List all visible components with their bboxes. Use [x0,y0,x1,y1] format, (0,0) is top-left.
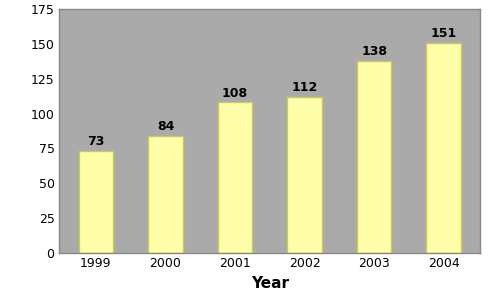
Bar [357,61,392,253]
Text: 138: 138 [361,45,387,58]
Bar [426,43,461,253]
Text: 112: 112 [292,81,318,94]
Bar [79,151,113,253]
Text: 73: 73 [87,135,104,148]
X-axis label: Year: Year [251,276,289,291]
Text: 108: 108 [222,87,248,99]
Bar [287,97,322,253]
Bar [218,102,252,253]
Text: 84: 84 [157,120,174,133]
Text: 151: 151 [431,27,457,40]
Bar [148,136,183,253]
